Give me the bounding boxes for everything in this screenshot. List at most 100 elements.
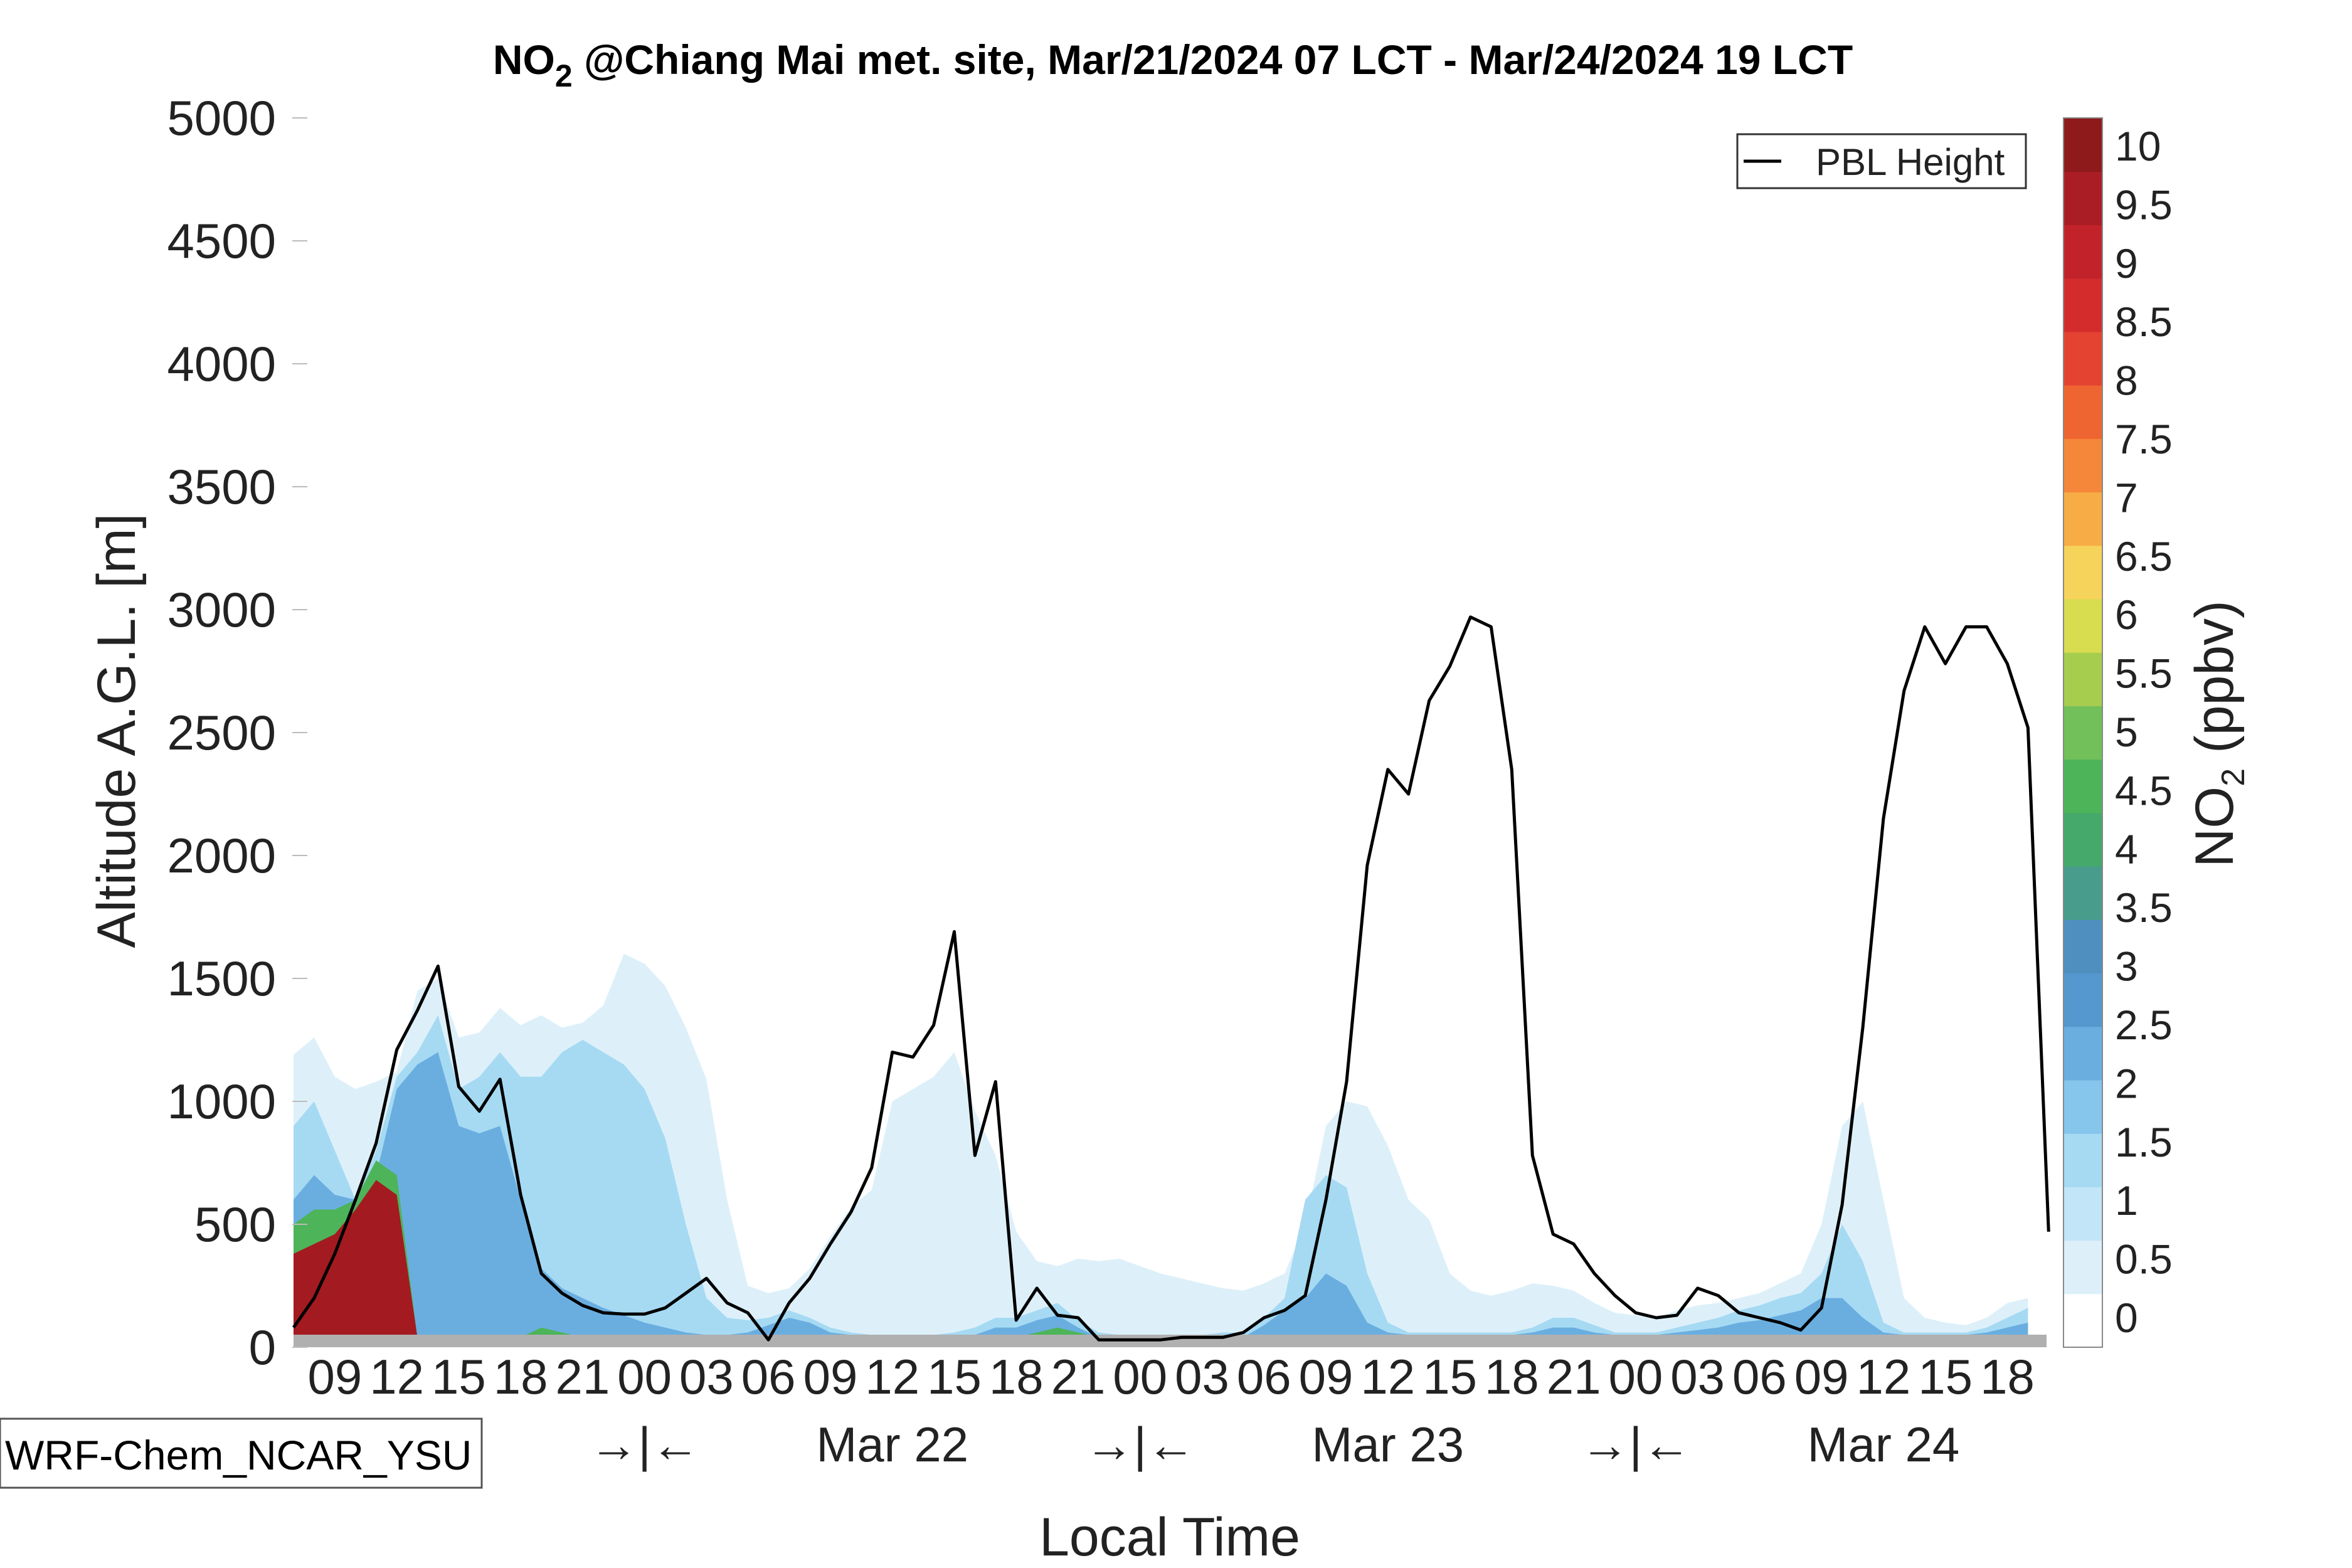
colorbar-tick-label: 6 bbox=[2115, 591, 2138, 638]
colorbar-tick-label: 2.5 bbox=[2115, 1002, 2173, 1048]
day-marker-label: Mar 23 bbox=[1311, 1417, 1464, 1472]
colorbar-tick-label: 0 bbox=[2115, 1295, 2138, 1341]
colorbar-tick-label: 3 bbox=[2115, 943, 2138, 990]
x-tick-label: 12 bbox=[369, 1349, 424, 1404]
x-tick-label: 06 bbox=[1237, 1349, 1291, 1404]
no2-field bbox=[294, 953, 2028, 1347]
x-tick-label: 09 bbox=[307, 1349, 362, 1404]
colorbar-swatch bbox=[2063, 171, 2102, 226]
chart-title: NO2 @Chiang Mai met. site, Mar/21/2024 0… bbox=[493, 36, 1853, 93]
colorbar-swatch bbox=[2063, 1026, 2102, 1081]
colorbar-label-rest: (ppbv) bbox=[2185, 600, 2245, 768]
colorbar-swatch bbox=[2063, 812, 2102, 867]
colorbar-swatch bbox=[2063, 866, 2102, 920]
colorbar-swatch bbox=[2063, 973, 2102, 1027]
colorbar-tick-label: 4 bbox=[2115, 826, 2138, 872]
colorbar-label-main: NO bbox=[2185, 787, 2245, 867]
pbl-height-line bbox=[292, 615, 2050, 1342]
colorbar-tick-label: 5 bbox=[2115, 709, 2138, 755]
x-axis-label: Local Time bbox=[1039, 1507, 1300, 1567]
x-tick-label: 21 bbox=[556, 1349, 610, 1404]
colorbar-tick-label: 7.5 bbox=[2115, 416, 2173, 462]
no2-band-0_5 bbox=[294, 953, 2028, 1347]
y-tick-label: 1000 bbox=[167, 1074, 276, 1129]
title-subscript: 2 bbox=[555, 58, 573, 93]
colorbar-swatch bbox=[2063, 545, 2102, 600]
colorbar-swatch bbox=[2063, 706, 2102, 760]
day-marker-label: →|← bbox=[590, 1417, 700, 1472]
y-tick-label: 2000 bbox=[167, 828, 276, 883]
x-tick-label: 03 bbox=[1670, 1349, 1725, 1404]
x-tick-label: 09 bbox=[1794, 1349, 1849, 1404]
y-tick-label: 0 bbox=[249, 1320, 276, 1375]
legend-label: PBL Height bbox=[1816, 141, 2005, 183]
colorbar-swatch bbox=[2063, 919, 2102, 974]
y-tick-label: 1500 bbox=[167, 951, 276, 1006]
y-tick-label: 3000 bbox=[167, 582, 276, 637]
x-tick-label: 06 bbox=[741, 1349, 796, 1404]
x-tick-label: 15 bbox=[1918, 1349, 1973, 1404]
surface-bar bbox=[294, 1335, 2047, 1347]
colorbar-swatch bbox=[2063, 492, 2102, 546]
legend: PBL Height bbox=[1736, 133, 2027, 189]
x-tick-label: 21 bbox=[1051, 1349, 1106, 1404]
colorbar-swatch bbox=[2063, 759, 2102, 813]
no2-band-10 bbox=[294, 1180, 438, 1347]
x-tick-label: 09 bbox=[1299, 1349, 1353, 1404]
colorbar-tick-label: 1.5 bbox=[2115, 1119, 2173, 1165]
title-main: NO bbox=[493, 36, 555, 83]
day-marker-label: →|← bbox=[1581, 1417, 1691, 1472]
colorbar-swatch bbox=[2063, 1240, 2102, 1295]
colorbar-tick-label: 8.5 bbox=[2115, 299, 2173, 345]
colorbar-label-sub: 2 bbox=[2215, 768, 2252, 787]
colorbar-swatch bbox=[2063, 385, 2102, 439]
x-tick-label: 18 bbox=[989, 1349, 1044, 1404]
no2-band-3 bbox=[294, 1052, 2028, 1347]
x-tick-label: 15 bbox=[1422, 1349, 1477, 1404]
colorbar-swatch bbox=[2063, 438, 2102, 493]
y-axis-label: Altitude A.G.L. [m] bbox=[87, 513, 147, 948]
colorbar-tick-label: 3.5 bbox=[2115, 884, 2173, 931]
x-tick-label: 15 bbox=[432, 1349, 486, 1404]
colorbar-tick-label: 9 bbox=[2115, 240, 2138, 287]
colorbar-tick-label: 6.5 bbox=[2115, 533, 2173, 580]
colorbar-tick-label: 5.5 bbox=[2115, 650, 2173, 697]
day-marker-label: Mar 24 bbox=[1808, 1417, 1960, 1472]
x-tick-label: 00 bbox=[1113, 1349, 1167, 1404]
y-tick-label: 2500 bbox=[167, 705, 276, 760]
y-tick-label: 4000 bbox=[167, 336, 276, 391]
colorbar-frame bbox=[2063, 117, 2103, 1348]
colorbar-swatch bbox=[2063, 1079, 2102, 1134]
colorbar-swatch bbox=[2063, 598, 2102, 653]
colorbar-swatch bbox=[2063, 1293, 2102, 1348]
colorbar-tick-label: 9.5 bbox=[2115, 181, 2173, 228]
x-tick-label: 12 bbox=[1857, 1349, 1911, 1404]
y-tick-label: 5000 bbox=[167, 90, 276, 146]
legend-box bbox=[1736, 133, 2027, 189]
colorbar-tick-label: 8 bbox=[2115, 358, 2138, 404]
x-tick-label: 03 bbox=[679, 1349, 734, 1404]
x-tick-label: 18 bbox=[1485, 1349, 1539, 1404]
x-tick-label: 03 bbox=[1175, 1349, 1229, 1404]
colorbar-swatch bbox=[2063, 278, 2102, 332]
day-marker-label: Mar 22 bbox=[816, 1417, 968, 1472]
x-tick-label: 09 bbox=[803, 1349, 858, 1404]
colorbar-tick-label: 10 bbox=[2115, 123, 2161, 169]
x-tick-label: 12 bbox=[865, 1349, 919, 1404]
colorbar: 0 0.5 1 1.5 2 2.5 3 3.5 4 4.5 5 5.5 6 6.5 7 7.5 8 8.5 9 9.5… bbox=[2063, 117, 2173, 1348]
y-tick-label: 4500 bbox=[167, 213, 276, 268]
model-label: WRF-Chem_NCAR_YSU bbox=[0, 1417, 483, 1489]
colorbar-tick-label: 7 bbox=[2115, 474, 2138, 521]
colorbar-swatch bbox=[2063, 331, 2102, 386]
colorbar-swatch bbox=[2063, 1187, 2102, 1241]
colorbar-tick-label: 0.5 bbox=[2115, 1236, 2173, 1283]
model-label-box bbox=[0, 1417, 483, 1489]
colorbar-label: NO2 (ppbv) bbox=[2185, 600, 2252, 867]
colorbar-tick-label: 4.5 bbox=[2115, 767, 2173, 813]
colorbar-tick-label: 1 bbox=[2115, 1177, 2138, 1224]
x-tick-label: 18 bbox=[1980, 1349, 2035, 1404]
x-tick-label: 00 bbox=[617, 1349, 672, 1404]
colorbar-swatch bbox=[2063, 225, 2102, 279]
colorbar-swatch bbox=[2063, 1133, 2102, 1187]
